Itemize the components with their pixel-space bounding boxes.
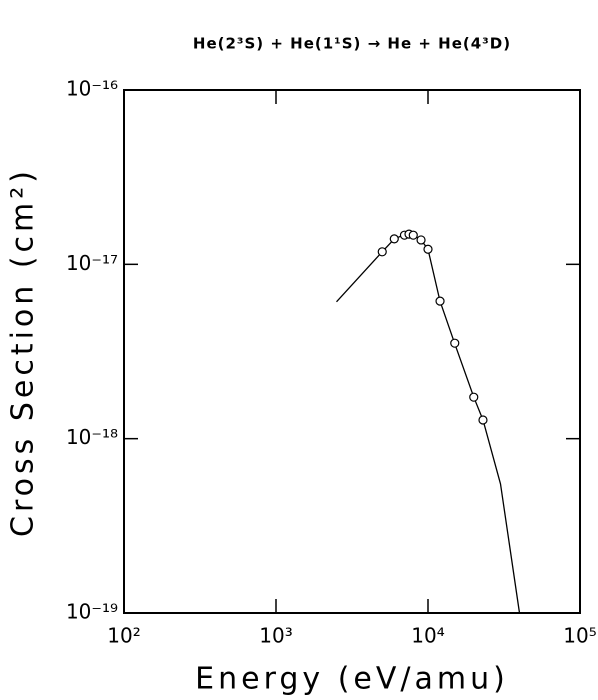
y-tick-label: 10⁻¹⁷ <box>66 251 118 275</box>
x-tick-label: 10⁴ <box>411 624 444 648</box>
data-point <box>478 415 488 425</box>
data-point <box>408 230 418 240</box>
x-axis-label: Energy (eV/amu) <box>195 662 509 697</box>
y-tick-label: 10⁻¹⁹ <box>66 600 118 624</box>
data-point <box>435 296 445 306</box>
data-point <box>423 244 433 254</box>
curve <box>336 234 521 614</box>
data-point <box>416 235 426 245</box>
x-tick-label: 10³ <box>259 624 292 648</box>
chart-title: He(2³S) + He(1¹S) → He + He(4³D) <box>193 35 511 53</box>
x-tick-label: 10⁵ <box>563 624 596 648</box>
data-point <box>377 247 387 257</box>
x-tick-label: 10² <box>107 624 140 648</box>
y-axis-label: Cross Section (cm²) <box>6 167 41 537</box>
y-tick-label: 10⁻¹⁸ <box>66 425 118 449</box>
data-point <box>469 392 479 402</box>
data-point <box>389 234 399 244</box>
plot-frame <box>123 89 581 614</box>
y-tick-label: 10⁻¹⁶ <box>66 77 118 101</box>
data-point <box>450 338 460 348</box>
